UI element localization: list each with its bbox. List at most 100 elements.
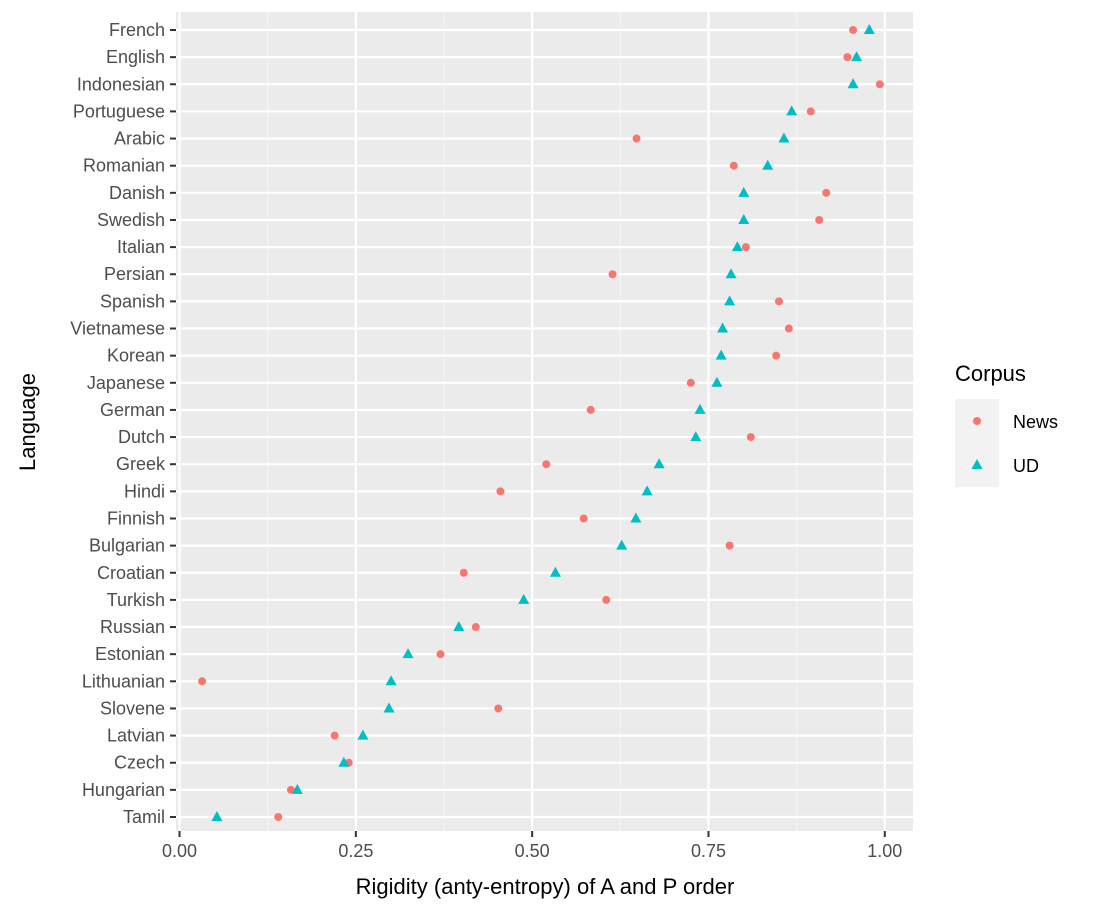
y-tick-label-turkish: Turkish: [107, 590, 165, 610]
legend-key-ud: [971, 459, 983, 469]
point-ud-greek: [653, 458, 665, 469]
point-news-arabic: [632, 134, 641, 143]
x-tick-label: 0.25: [338, 841, 373, 861]
point-ud-spanish: [724, 295, 736, 306]
point-ud-tamil: [211, 811, 223, 821]
point-ud-slovene: [383, 702, 395, 713]
y-tick-label-german: German: [100, 400, 165, 420]
y-tick-label-hindi: Hindi: [124, 481, 165, 501]
point-ud-french: [863, 24, 875, 34]
y-tick-label-danish: Danish: [109, 183, 165, 203]
y-tick-label-swedish: Swedish: [97, 210, 165, 230]
point-ud-latvian: [357, 729, 369, 740]
y-tick-label-korean: Korean: [107, 346, 165, 366]
point-news-korean: [772, 351, 781, 360]
y-tick-label-french: French: [109, 20, 165, 40]
y-tick-label-italian: Italian: [117, 237, 165, 257]
point-ud-bulgarian: [616, 539, 628, 550]
y-tick-label-english: English: [106, 47, 165, 67]
x-axis-title: Rigidity (anty-entropy) of A and P order: [356, 874, 735, 899]
y-tick-label-greek: Greek: [116, 454, 166, 474]
x-tick-label: 1.00: [867, 841, 902, 861]
point-news-persian: [608, 270, 617, 279]
y-tick-label-finnish: Finnish: [107, 508, 165, 528]
point-news-german: [586, 405, 595, 414]
y-tick-label-lithuanian: Lithuanian: [82, 671, 165, 691]
y-tick-label-latvian: Latvian: [107, 726, 165, 746]
point-ud-hungarian: [291, 783, 303, 794]
y-tick-label-arabic: Arabic: [114, 129, 165, 149]
point-news-greek: [542, 460, 551, 469]
y-tick-label-russian: Russian: [100, 617, 165, 637]
point-ud-italian: [731, 241, 743, 252]
point-news-english: [843, 53, 852, 62]
y-tick-label-bulgarian: Bulgarian: [89, 536, 165, 556]
point-news-lithuanian: [198, 677, 207, 686]
point-news-portuguese: [806, 107, 815, 116]
y-tick-label-tamil: Tamil: [123, 807, 165, 827]
legend-label-news: News: [1013, 412, 1058, 432]
y-tick-label-portuguese: Portuguese: [73, 101, 165, 121]
y-tick-label-slovene: Slovene: [100, 698, 165, 718]
point-ud-estonian: [402, 648, 414, 659]
x-tick-label: 0.75: [691, 841, 726, 861]
point-news-turkish: [602, 595, 611, 604]
x-tick-label: 0.50: [515, 841, 550, 861]
x-axis: 0.00 0.25 0.50 0.75 1.00: [162, 831, 902, 861]
y-tick-label-estonian: Estonian: [95, 644, 165, 664]
point-ud-czech: [338, 756, 350, 767]
legend-label-ud: UD: [1013, 456, 1039, 476]
y-tick-label-romanian: Romanian: [83, 156, 165, 176]
point-ud-indonesian: [847, 78, 859, 89]
y-tick-label-persian: Persian: [104, 264, 165, 284]
point-ud-romanian: [762, 159, 774, 170]
point-news-italian: [741, 243, 750, 252]
point-ud-swedish: [738, 213, 750, 224]
point-ud-dutch: [690, 431, 702, 442]
point-ud-vietnamese: [717, 322, 729, 333]
points-layer: [198, 24, 884, 821]
point-ud-turkish: [518, 593, 530, 604]
point-news-finnish: [579, 514, 588, 523]
y-tick-label-croatian: Croatian: [97, 563, 165, 583]
point-ud-persian: [725, 268, 737, 279]
grid-layer: [176, 12, 913, 831]
point-news-russian: [471, 623, 480, 632]
point-news-japanese: [686, 378, 695, 387]
point-news-hindi: [496, 487, 505, 496]
point-news-croatian: [459, 568, 468, 577]
y-tick-label-japanese: Japanese: [87, 373, 165, 393]
legend: Corpus News UD: [955, 361, 1058, 487]
point-ud-arabic: [778, 132, 790, 143]
point-news-tamil: [274, 813, 283, 821]
x-tick-label: 0.00: [162, 841, 197, 861]
point-ud-danish: [738, 186, 750, 197]
legend-key-news: [973, 417, 981, 425]
point-news-vietnamese: [784, 324, 793, 333]
y-tick-label-dutch: Dutch: [118, 427, 165, 447]
point-news-latvian: [330, 731, 339, 740]
point-ud-russian: [453, 621, 465, 632]
point-ud-english: [851, 51, 863, 62]
point-news-swedish: [815, 215, 824, 224]
y-axis-title: Language: [15, 373, 40, 471]
point-ud-korean: [715, 349, 727, 360]
point-ud-hindi: [641, 485, 653, 496]
point-news-dutch: [746, 433, 755, 442]
point-news-indonesian: [875, 80, 884, 89]
point-news-estonian: [436, 650, 445, 659]
y-tick-label-czech: Czech: [114, 753, 165, 773]
point-ud-portuguese: [786, 105, 798, 116]
point-news-romanian: [729, 161, 738, 170]
point-ud-japanese: [711, 376, 723, 387]
y-tick-label-spanish: Spanish: [100, 291, 165, 311]
point-ud-finnish: [630, 512, 642, 523]
point-ud-lithuanian: [385, 675, 397, 686]
y-tick-label-indonesian: Indonesian: [77, 74, 165, 94]
point-news-spanish: [775, 297, 783, 306]
point-ud-croatian: [549, 566, 561, 577]
y-tick-label-hungarian: Hungarian: [82, 780, 165, 800]
point-news-french: [849, 26, 858, 34]
